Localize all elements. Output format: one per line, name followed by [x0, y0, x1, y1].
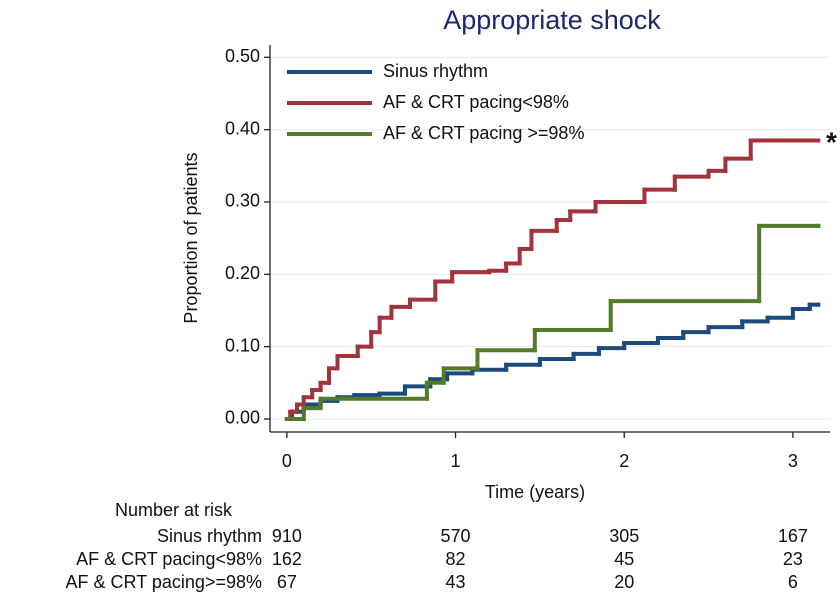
risk-count: 23: [783, 549, 803, 569]
x-tick-label: 1: [451, 451, 461, 471]
risk-table-title: Number at risk: [115, 500, 233, 520]
risk-count: 67: [277, 572, 297, 592]
legend-label: AF & CRT pacing >=98%: [383, 123, 584, 143]
x-tick-label: 2: [619, 451, 629, 471]
risk-row-label: AF & CRT pacing>=98%: [66, 572, 262, 592]
risk-count: 162: [272, 549, 302, 569]
risk-row-label: Sinus rhythm: [157, 526, 262, 546]
risk-count: 20: [614, 572, 634, 592]
y-tick-label: 0.30: [225, 191, 260, 211]
risk-count: 82: [446, 549, 466, 569]
risk-row-label: AF & CRT pacing<98%: [76, 549, 262, 569]
annotation: *: [826, 126, 837, 157]
risk-count: 910: [272, 526, 302, 546]
x-tick-label: 3: [788, 451, 798, 471]
x-axis-title: Time (years): [485, 482, 585, 502]
y-tick-label: 0.10: [225, 335, 260, 355]
risk-count: 305: [609, 526, 639, 546]
risk-count: 43: [446, 572, 466, 592]
y-tick-label: 0.40: [225, 118, 260, 138]
risk-count: 167: [778, 526, 808, 546]
risk-count: 570: [441, 526, 471, 546]
chart-title: Appropriate shock: [443, 5, 661, 35]
y-axis-title: Proportion of patients: [181, 152, 201, 323]
risk-count: 45: [614, 549, 634, 569]
legend-label: Sinus rhythm: [383, 61, 488, 81]
y-tick-label: 0.50: [225, 46, 260, 66]
x-tick-label: 0: [282, 451, 292, 471]
y-tick-label: 0.20: [225, 263, 260, 283]
legend-label: AF & CRT pacing<98%: [383, 92, 569, 112]
y-tick-label: 0.00: [225, 408, 260, 428]
risk-count: 6: [788, 572, 798, 592]
